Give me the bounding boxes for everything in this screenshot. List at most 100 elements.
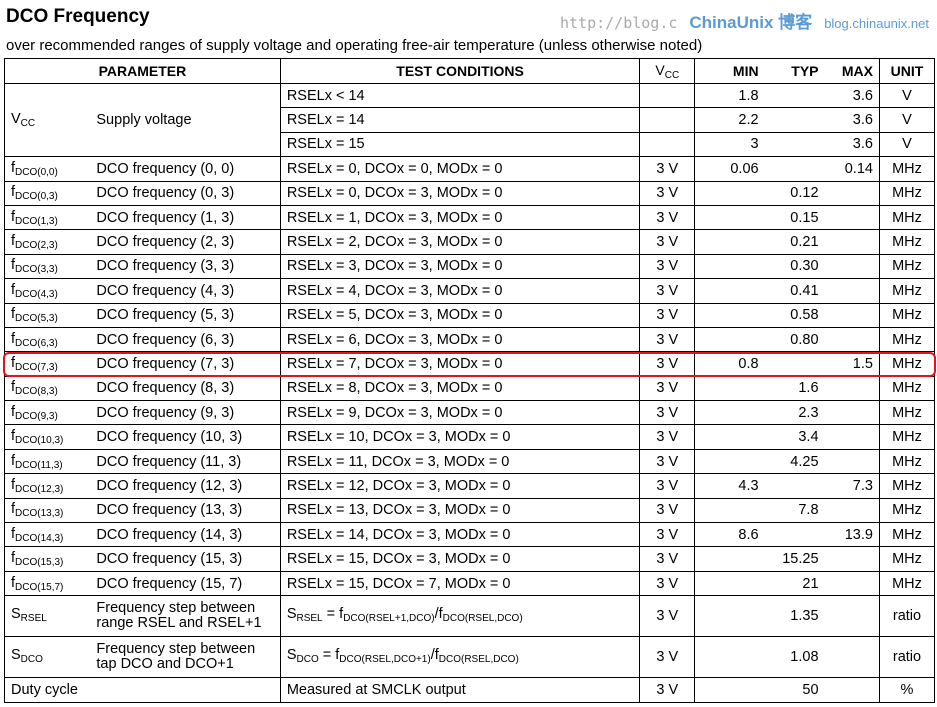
typ-value: 0.15 xyxy=(764,204,825,231)
test-condition: RSELx = 14 xyxy=(279,107,641,133)
min-value xyxy=(694,253,765,280)
description: DCO frequency (2, 3) xyxy=(90,229,281,255)
symbol: fDCO(6,3) xyxy=(4,326,91,353)
srsel-description: Frequency step between range RSEL and RSE… xyxy=(90,595,281,638)
table-row: RSELx = 14 2.2 3.6 V xyxy=(5,107,936,133)
typ-value: 1.35 xyxy=(764,595,825,638)
typ-value: 21 xyxy=(764,570,825,597)
vcc-value: 3 V xyxy=(639,522,696,548)
table-row: fDCO(11,3) DCO frequency (11, 3) RSELx =… xyxy=(4,448,936,475)
description: DCO frequency (7, 3) xyxy=(90,351,281,377)
table-row: fDCO(2,3) DCO frequency (2, 3) RSELx = 2… xyxy=(4,229,936,255)
typ-value xyxy=(764,473,825,499)
header-max: MAX xyxy=(824,58,880,84)
typ-value: 15.25 xyxy=(764,546,825,572)
max-value xyxy=(824,180,880,206)
test-condition: RSELx = 0, DCOx = 3, MODx = 0 xyxy=(279,180,641,206)
header-unit: UNIT xyxy=(878,58,936,84)
vcc-value: 3 V xyxy=(639,180,696,206)
header-vcc: VCC xyxy=(639,58,696,84)
vcc-value: 3 V xyxy=(639,570,696,597)
min-value xyxy=(694,400,765,426)
description: DCO frequency (15, 7) xyxy=(90,570,281,597)
symbol: fDCO(11,3) xyxy=(4,448,91,475)
unit: MHz xyxy=(878,424,936,450)
test-condition: RSELx = 2, DCOx = 3, MODx = 0 xyxy=(279,229,641,255)
header-row: PARAMETER TEST CONDITIONS VCC MIN TYP MA… xyxy=(4,58,936,84)
vcc-value: 3 V xyxy=(639,204,696,231)
test-condition: RSELx = 10, DCOx = 3, MODx = 0 xyxy=(279,424,641,450)
table-row-sdco: SDCO Frequency step between tap DCO and D… xyxy=(4,636,936,679)
typ-value: 0.58 xyxy=(764,302,825,328)
table-row: fDCO(10,3) DCO frequency (10, 3) RSELx =… xyxy=(4,424,936,450)
min-value xyxy=(694,424,765,450)
unit: V xyxy=(878,131,936,158)
table-row: RSELx = 15 3 3.6 V xyxy=(5,131,936,158)
description: DCO frequency (11, 3) xyxy=(90,448,281,475)
max-value xyxy=(824,448,880,475)
table-row: fDCO(7,3) DCO frequency (7, 3) RSELx = 7… xyxy=(4,351,936,377)
typ-value: 1.08 xyxy=(764,636,825,679)
table-row: fDCO(9,3) DCO frequency (9, 3) RSELx = 9… xyxy=(4,400,936,426)
description: DCO frequency (3, 3) xyxy=(90,253,281,280)
min-value: 1.8 xyxy=(694,82,765,109)
unit: MHz xyxy=(878,253,936,280)
table-row: fDCO(13,3) DCO frequency (13, 3) RSELx =… xyxy=(4,497,936,524)
test-condition: RSELx = 5, DCOx = 3, MODx = 0 xyxy=(279,302,641,328)
vcc-description: Supply voltage xyxy=(90,82,281,158)
max-value: 0.14 xyxy=(824,156,880,182)
test-condition: RSELx = 0, DCOx = 0, MODx = 0 xyxy=(279,156,641,182)
description: DCO frequency (10, 3) xyxy=(90,424,281,450)
unit: MHz xyxy=(878,570,936,597)
max-value xyxy=(824,253,880,280)
unit: MHz xyxy=(878,204,936,231)
test-condition: RSELx = 15, DCOx = 3, MODx = 0 xyxy=(279,546,641,572)
table-row: fDCO(5,3) DCO frequency (5, 3) RSELx = 5… xyxy=(4,302,936,328)
symbol: fDCO(15,7) xyxy=(4,570,91,597)
max-value xyxy=(824,229,880,255)
test-condition: RSELx = 14, DCOx = 3, MODx = 0 xyxy=(279,522,641,548)
description: DCO frequency (5, 3) xyxy=(90,302,281,328)
test-condition: RSELx = 8, DCOx = 3, MODx = 0 xyxy=(279,375,641,402)
symbol: fDCO(3,3) xyxy=(4,253,91,280)
vcc-value: 3 V xyxy=(639,546,696,572)
test-condition: RSELx = 9, DCOx = 3, MODx = 0 xyxy=(279,400,641,426)
description: DCO frequency (0, 0) xyxy=(90,156,281,182)
unit: MHz xyxy=(878,448,936,475)
test-condition: RSELx = 6, DCOx = 3, MODx = 0 xyxy=(279,326,641,353)
typ-value: 0.80 xyxy=(764,326,825,353)
vcc-value: 3 V xyxy=(639,400,696,426)
typ-value: 0.41 xyxy=(764,278,825,304)
max-value xyxy=(824,326,880,353)
max-value xyxy=(824,424,880,450)
max-value xyxy=(824,400,880,426)
max-value xyxy=(824,546,880,572)
vcc-value: 3 V xyxy=(639,595,696,638)
table-row-duty-cycle: Duty cycle Measured at SMCLK output 3 V … xyxy=(4,677,936,703)
min-value: 0.8 xyxy=(694,351,765,377)
typ-value xyxy=(764,522,825,548)
min-value xyxy=(694,375,765,402)
watermark-url: http://blog.c xyxy=(559,14,678,32)
vcc-value: 3 V xyxy=(639,636,696,679)
symbol: fDCO(15,3) xyxy=(4,546,91,572)
max-value xyxy=(824,302,880,328)
min-value xyxy=(694,570,765,597)
unit: V xyxy=(878,107,936,133)
unit: MHz xyxy=(878,180,936,206)
description: DCO frequency (13, 3) xyxy=(90,497,281,524)
min-value: 4.3 xyxy=(694,473,765,499)
description: DCO frequency (8, 3) xyxy=(90,375,281,402)
typ-value: 4.25 xyxy=(764,448,825,475)
page-title: DCO Frequency xyxy=(6,6,150,27)
unit: MHz xyxy=(878,229,936,255)
vcc-value: 3 V xyxy=(639,677,696,703)
description: DCO frequency (14, 3) xyxy=(90,522,281,548)
unit: ratio xyxy=(878,636,936,679)
unit: MHz xyxy=(878,302,936,328)
symbol: fDCO(0,3) xyxy=(4,180,91,206)
description: DCO frequency (6, 3) xyxy=(90,326,281,353)
test-condition: RSELx = 15 xyxy=(279,131,641,158)
test-condition: RSELx = 13, DCOx = 3, MODx = 0 xyxy=(279,497,641,524)
unit: MHz xyxy=(878,351,936,377)
